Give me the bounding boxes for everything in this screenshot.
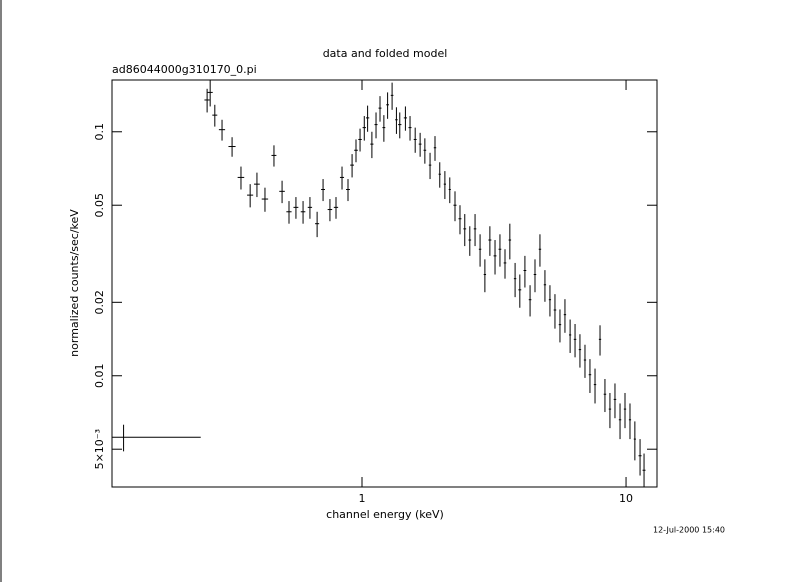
data-layer [112, 80, 646, 487]
y-tick-label: 0.05 [93, 193, 106, 218]
y-tick-label: 0.1 [93, 123, 106, 141]
x-axis-label: channel energy (keV) [326, 508, 444, 521]
y-tick-label: 5×10⁻³ [93, 429, 106, 469]
chart-title: data and folded model [323, 47, 448, 60]
x-tick-label: 10 [619, 492, 633, 505]
timestamp: 12-Jul-2000 15:40 [653, 526, 725, 535]
y-tick-label: 0.01 [93, 364, 106, 389]
plot-frame [111, 79, 658, 488]
x-tick-label: 1 [359, 492, 366, 505]
chart-subtitle: ad86044000g310170_0.pi [112, 63, 257, 76]
y-tick-label: 0.02 [93, 290, 106, 315]
y-axis-label: normalized counts/sec/keV [68, 209, 81, 357]
